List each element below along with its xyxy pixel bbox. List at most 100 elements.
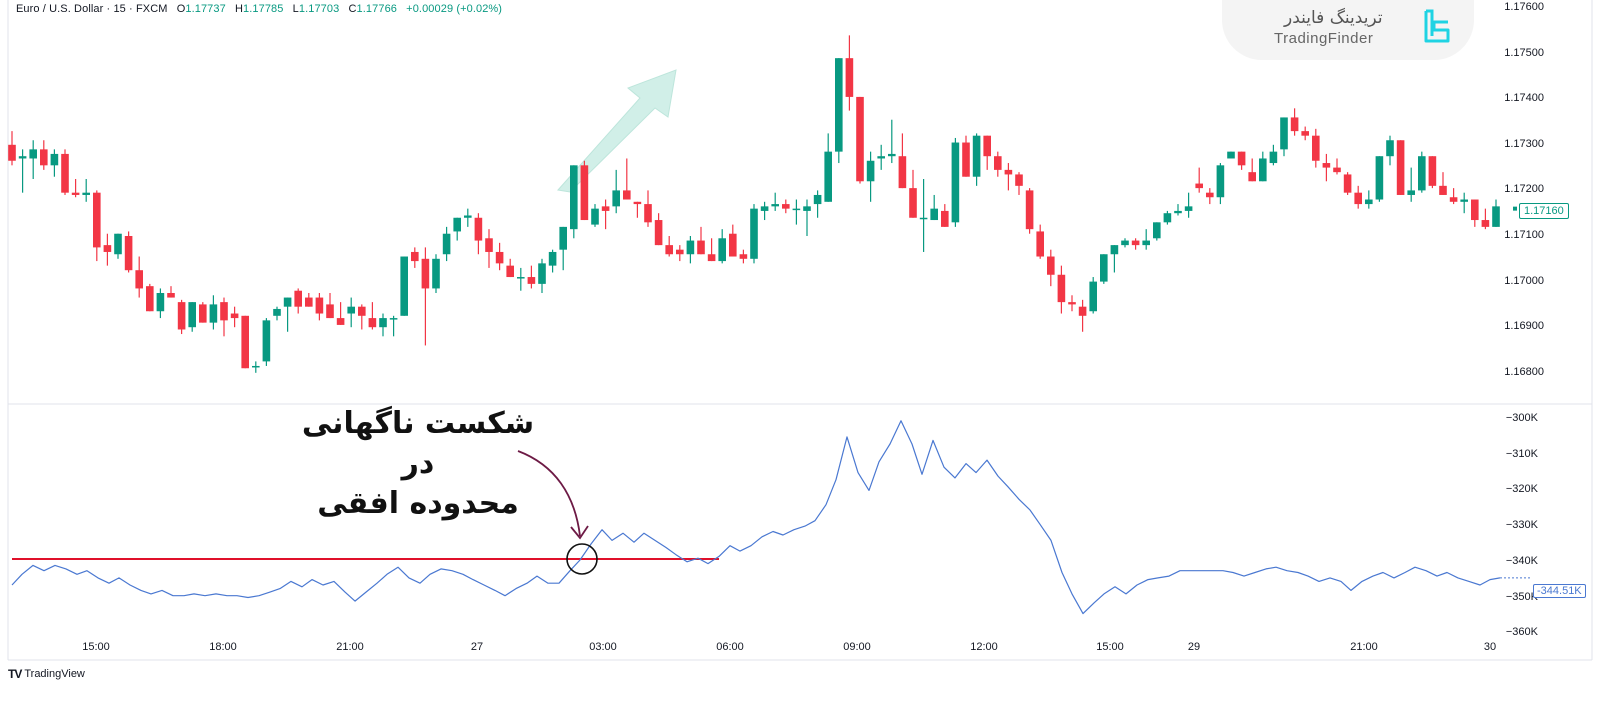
candle-body: [495, 251, 504, 264]
candle-body: [1418, 156, 1426, 191]
candle-body: [962, 142, 970, 177]
candle-body: [283, 297, 292, 307]
candle-body: [358, 306, 366, 316]
close-value: 1.17766: [356, 3, 398, 15]
open-label: O: [176, 3, 186, 15]
candle-body: [1471, 199, 1479, 221]
indicator-axis-label: −300K: [1505, 412, 1538, 424]
candle-body: [1142, 240, 1150, 246]
candle-body: [177, 302, 186, 330]
price-axis-label: 1.16800: [1504, 365, 1544, 378]
candle-body: [209, 304, 218, 323]
candle-body: [1057, 274, 1066, 303]
price-axis-label: 1.17100: [1504, 229, 1544, 241]
candle-body: [188, 302, 196, 328]
candle-body: [972, 135, 981, 177]
candle-body: [1036, 231, 1044, 257]
close-label: C: [348, 3, 357, 15]
indicator-axis-label: −330K: [1505, 519, 1538, 532]
candle-body: [1322, 163, 1331, 168]
candle-body: [1269, 151, 1278, 164]
candle-body: [888, 153, 896, 157]
candle-body: [1206, 192, 1214, 198]
candle-body: [1386, 140, 1394, 157]
price-axis-label: 1.17300: [1504, 137, 1544, 150]
time-axis-label: 21:00: [336, 641, 364, 653]
indicator-axis-label: −320K: [1505, 483, 1538, 496]
candle-body: [591, 208, 599, 225]
candle-body: [739, 254, 748, 259]
symbol-name[interactable]: Euro / U.S. Dollar · 15 · FXCM: [16, 3, 168, 15]
breakout-circle-icon: [566, 543, 598, 575]
open-value: 1.17737: [185, 3, 226, 15]
candle-body: [1237, 151, 1246, 166]
symbol-legend: Euro / U.S. Dollar · 15 · FXCM O1.17737 …: [16, 3, 502, 15]
candle-body: [146, 286, 154, 312]
candle-body: [517, 277, 525, 279]
candle-body: [548, 251, 557, 266]
indicator-axis-label: −310K: [1505, 447, 1538, 460]
candle-body: [729, 233, 737, 257]
candle-body: [1163, 213, 1172, 223]
candle-body: [601, 206, 610, 211]
candle-body: [538, 263, 546, 284]
price-axis-label: 1.17500: [1504, 46, 1544, 59]
candle-body: [50, 153, 59, 166]
candle-body: [485, 238, 493, 252]
candle-body: [464, 215, 472, 218]
last-price-marker: [1513, 206, 1517, 211]
candle-body: [1481, 220, 1490, 227]
candle-body: [1280, 117, 1288, 150]
candle-body: [527, 277, 536, 284]
candle-body: [1047, 256, 1055, 275]
candle-body: [750, 208, 758, 259]
annotation-arrowhead-icon: [570, 525, 589, 540]
candle-body: [1492, 206, 1500, 227]
tradingview-brand: TradingView: [24, 668, 85, 680]
candle-body: [220, 302, 228, 321]
tradingfinder-logo-icon: [1424, 9, 1450, 43]
candle-body: [580, 165, 589, 221]
candle-body: [1184, 206, 1193, 211]
candle-body: [442, 233, 451, 255]
candle-body: [389, 318, 398, 320]
tradingview-logo[interactable]: TV TradingView: [8, 667, 85, 681]
candle-body: [262, 320, 271, 362]
candle-body: [760, 206, 769, 211]
candle-body: [1131, 240, 1140, 246]
candle-body: [1460, 199, 1468, 202]
annotation-line-1: شکست ناگهانی در: [301, 406, 535, 481]
time-axis-label: 15:00: [1096, 641, 1124, 653]
high-value: 1.17785: [243, 3, 284, 15]
candle-body: [1428, 156, 1437, 186]
price-axis-label: 1.16900: [1504, 320, 1544, 333]
candle-body: [1343, 174, 1352, 193]
candle-body: [623, 190, 631, 200]
candle-body: [612, 190, 620, 207]
time-axis-label: 09:00: [843, 641, 871, 653]
candle-body: [199, 304, 207, 323]
candle-body: [813, 194, 822, 205]
candle-body: [1121, 240, 1129, 246]
candle-body: [1365, 199, 1373, 205]
candle-body: [1089, 281, 1097, 312]
candle-body: [1439, 185, 1447, 195]
price-axis-label: 1.17600: [1504, 1, 1544, 13]
watermark-name-en: TradingFinder: [1274, 30, 1374, 47]
candle-body: [1333, 167, 1341, 173]
time-axis-label: 29: [1187, 641, 1201, 653]
candle-body: [1248, 172, 1256, 182]
candle-body: [474, 217, 483, 241]
breakout-annotation: شکست ناگهانی در محدوده افقی: [288, 404, 548, 524]
indicator-line: [11, 420, 1501, 615]
candle-body: [315, 297, 324, 314]
candle-body: [93, 192, 101, 248]
candle-body: [665, 245, 673, 255]
change-value: +0.00029 (+0.02%): [406, 3, 503, 15]
low-value: 1.17703: [298, 3, 340, 15]
candle-body: [856, 96, 864, 182]
time-axis-label: 18:00: [209, 641, 237, 653]
candle-body: [1216, 165, 1225, 198]
